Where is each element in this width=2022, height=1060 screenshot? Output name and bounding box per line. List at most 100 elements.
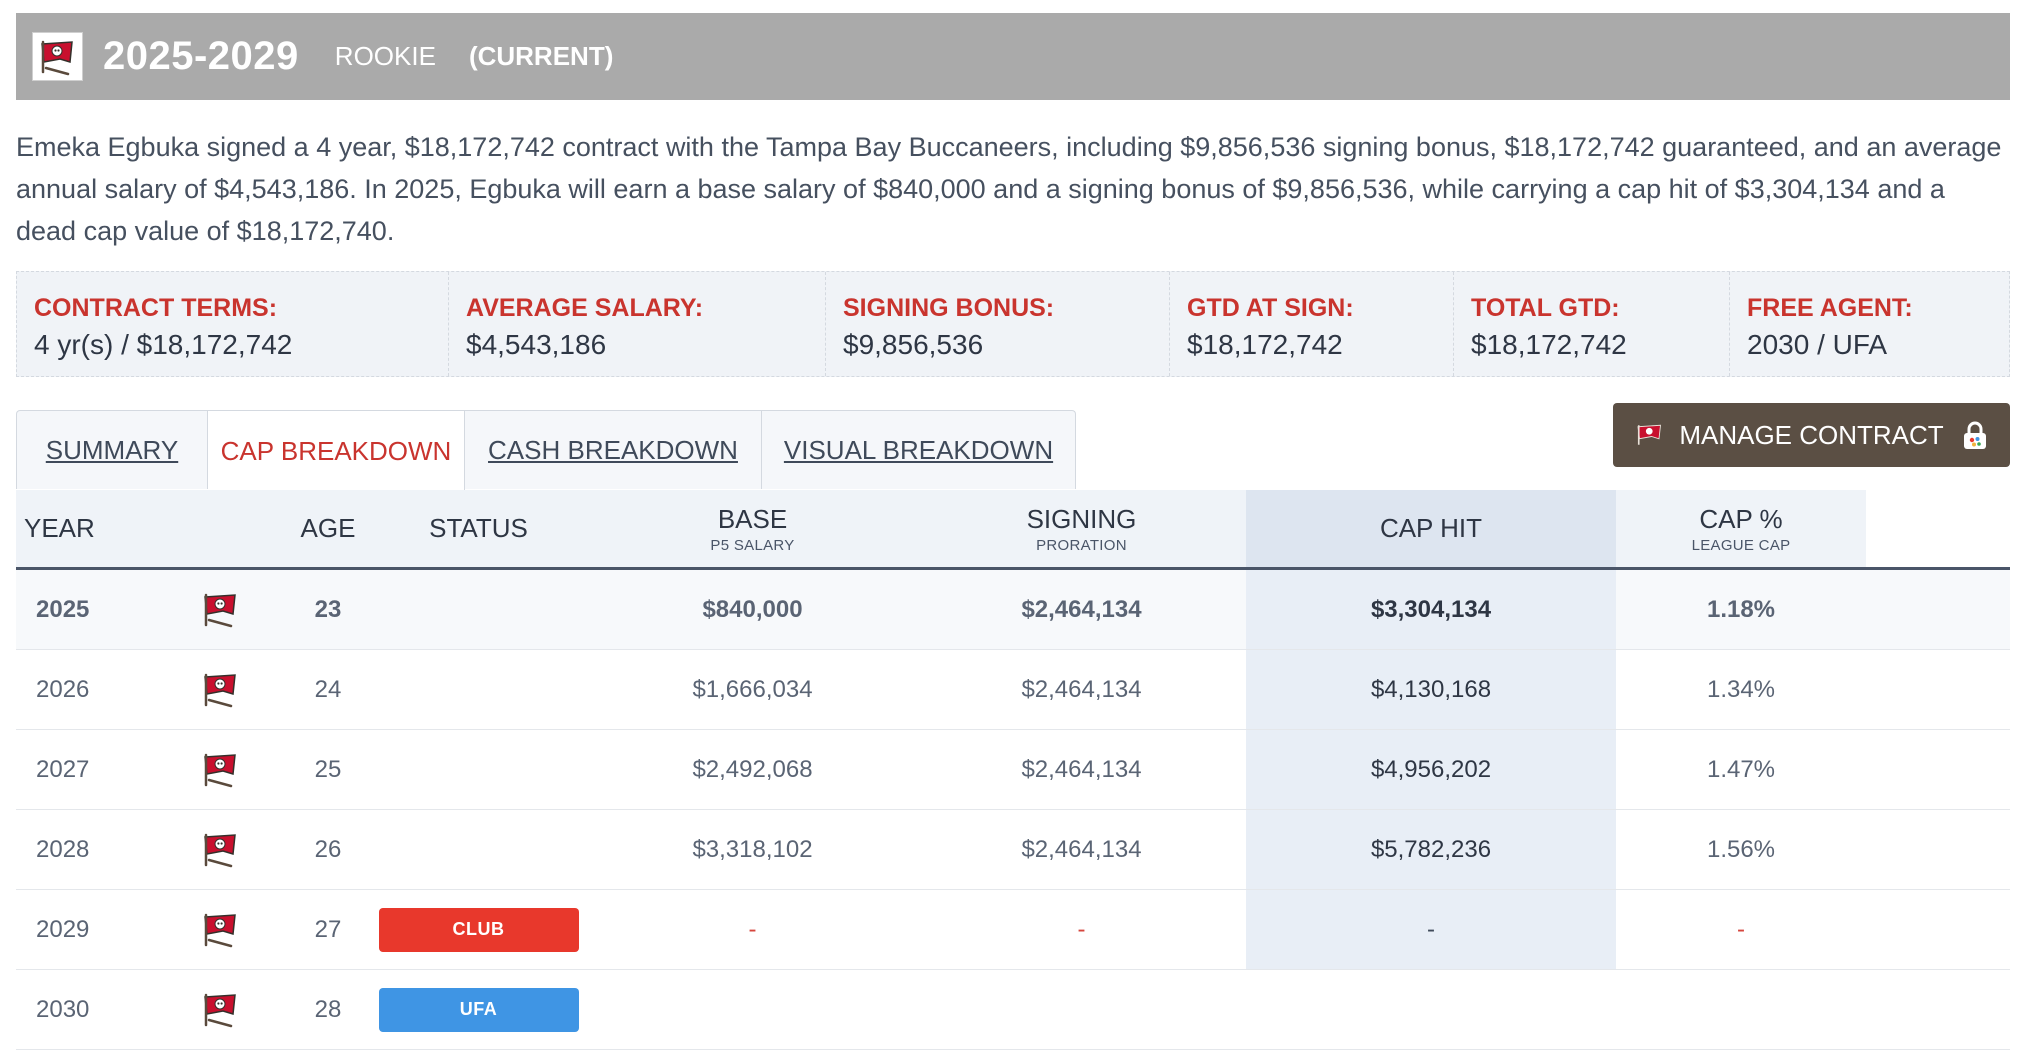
row-spacer bbox=[1866, 890, 2010, 969]
contract-years: 2025-2029 bbox=[103, 34, 299, 78]
term-gtd-at-sign: GTD AT SIGN: $18,172,742 bbox=[1170, 272, 1454, 376]
col-signing-sub: PRORATION bbox=[1036, 536, 1127, 554]
signing-proration-cell: - bbox=[1077, 915, 1086, 943]
term-label: CONTRACT TERMS: bbox=[34, 294, 278, 322]
manage-contract-label: MANAGE CONTRACT bbox=[1679, 419, 1944, 450]
term-label: FREE AGENT: bbox=[1747, 294, 1913, 322]
term-value: 2030 / UFA bbox=[1747, 329, 1888, 360]
year-cell: 2028 bbox=[36, 835, 90, 863]
table-body: 2025 23 $840,000 $2,464,134 $3,304,134 1.18% 2… bbox=[16, 570, 2010, 1050]
status-badge: CLUB bbox=[378, 907, 579, 952]
age-cell: 24 bbox=[314, 675, 342, 703]
term-value: $4,543,186 bbox=[466, 329, 607, 360]
col-base-sub: P5 SALARY bbox=[710, 536, 795, 554]
col-team bbox=[166, 490, 287, 567]
tab-cap-breakdown[interactable]: CAP BREAKDOWN bbox=[208, 411, 465, 491]
status-badge: UFA bbox=[378, 987, 579, 1032]
status-cell: CLUB bbox=[369, 890, 588, 969]
table-row: 2027 25 $2,492,068 $2,464,134 $4,956,202 1.47… bbox=[16, 730, 2010, 810]
buccaneers-flag-icon bbox=[166, 650, 287, 729]
status-cell bbox=[369, 570, 588, 649]
col-status: STATUS bbox=[429, 513, 528, 543]
term-label: TOTAL GTD: bbox=[1471, 294, 1620, 322]
age-cell: 23 bbox=[314, 595, 342, 623]
age-cell: 26 bbox=[314, 835, 342, 863]
base-salary-cell: $3,318,102 bbox=[692, 835, 813, 863]
base-salary-cell: $840,000 bbox=[702, 595, 803, 623]
age-cell: 25 bbox=[314, 755, 342, 783]
row-spacer bbox=[1866, 970, 2010, 1049]
table-row: 2026 24 $1,666,034 $2,464,134 $4,130,168 1.34… bbox=[16, 650, 2010, 730]
tab-visual-breakdown[interactable]: VISUAL BREAKDOWN bbox=[783, 434, 1054, 465]
status-cell bbox=[369, 810, 588, 889]
cap-hit-cell: $4,130,168 bbox=[1246, 650, 1616, 729]
year-cell: 2030 bbox=[36, 995, 90, 1023]
cap-pct-cell: 1.56% bbox=[1706, 835, 1776, 863]
cap-pct-cell: - bbox=[1737, 915, 1745, 943]
col-base: BASE P5 SALARY bbox=[588, 490, 917, 567]
signing-proration-cell: $2,464,134 bbox=[1021, 675, 1142, 703]
term-value: $18,172,742 bbox=[1187, 329, 1343, 360]
contract-panel: 2025-2029 ROOKIE (CURRENT) Emeka Egbuka … bbox=[16, 13, 2010, 1050]
term-value: 4 yr(s) / $18,172,742 bbox=[34, 329, 293, 360]
col-base-label: BASE bbox=[717, 503, 788, 534]
table-header: YEAR AGE STATUS BASE P5 SALARY SIGNING P… bbox=[16, 490, 2010, 570]
base-salary-cell: $2,492,068 bbox=[692, 755, 813, 783]
buccaneers-flag-icon bbox=[166, 890, 287, 969]
contract-type: ROOKIE bbox=[334, 41, 436, 71]
signing-proration-cell: $2,464,134 bbox=[1021, 595, 1142, 623]
term-total-gtd: TOTAL GTD: $18,172,742 bbox=[1454, 272, 1730, 376]
signing-proration-cell: $2,464,134 bbox=[1021, 835, 1142, 863]
tab-summary[interactable]: SUMMARY bbox=[17, 411, 208, 489]
term-signing-bonus: SIGNING BONUS: $9,856,536 bbox=[826, 272, 1170, 376]
buccaneers-flag-icon bbox=[166, 730, 287, 809]
age-cell: 28 bbox=[314, 995, 342, 1023]
col-year: YEAR bbox=[24, 513, 95, 543]
cap-hit-cell: $3,304,134 bbox=[1246, 570, 1616, 649]
signing-proration-cell bbox=[917, 970, 1246, 1049]
cap-pct-cell: 1.47% bbox=[1706, 755, 1776, 783]
row-spacer bbox=[1866, 570, 2010, 649]
cap-hit-cell: $4,956,202 bbox=[1246, 730, 1616, 809]
buccaneers-flag-icon bbox=[166, 570, 287, 649]
contract-status: (CURRENT) bbox=[468, 41, 614, 71]
base-salary-cell bbox=[588, 970, 917, 1049]
tabs-row: SUMMARY CAP BREAKDOWN CASH BREAKDOWN VIS… bbox=[16, 403, 2010, 491]
term-value: $9,856,536 bbox=[843, 329, 984, 360]
col-spacer bbox=[1866, 490, 2010, 567]
breakdown-tabs: SUMMARY CAP BREAKDOWN CASH BREAKDOWN VIS… bbox=[16, 410, 1076, 491]
col-cap-pct: CAP % LEAGUE CAP bbox=[1616, 490, 1866, 567]
buccaneers-flag-icon bbox=[1637, 424, 1662, 445]
year-cell: 2025 bbox=[36, 595, 90, 623]
term-label: AVERAGE SALARY: bbox=[466, 294, 704, 322]
term-contract-terms: CONTRACT TERMS: 4 yr(s) / $18,172,742 bbox=[17, 272, 449, 376]
col-cap-hit: CAP HIT bbox=[1246, 490, 1616, 567]
year-cell: 2026 bbox=[36, 675, 90, 703]
tab-cash-breakdown[interactable]: CASH BREAKDOWN bbox=[465, 411, 762, 489]
col-cap-pct-label: CAP % bbox=[1699, 503, 1783, 534]
manage-contract-button[interactable]: MANAGE CONTRACT bbox=[1613, 403, 2010, 467]
table-row: 2025 23 $840,000 $2,464,134 $3,304,134 1.18% bbox=[16, 570, 2010, 650]
status-cell bbox=[369, 730, 588, 809]
cap-pct-cell: 1.34% bbox=[1706, 675, 1776, 703]
contract-header: 2025-2029 ROOKIE (CURRENT) bbox=[16, 13, 2010, 100]
col-cap-pct-sub: LEAGUE CAP bbox=[1691, 536, 1791, 554]
col-age: AGE bbox=[300, 513, 356, 543]
year-cell: 2027 bbox=[36, 755, 90, 783]
cap-hit-cell: - bbox=[1246, 890, 1616, 969]
term-average-salary: AVERAGE SALARY: $4,543,186 bbox=[449, 272, 826, 376]
cap-pct-cell bbox=[1616, 970, 1866, 1049]
signing-proration-cell: $2,464,134 bbox=[1021, 755, 1142, 783]
buccaneers-flag-logo bbox=[32, 32, 83, 81]
term-label: GTD AT SIGN: bbox=[1187, 294, 1354, 322]
table-row: 2028 26 $3,318,102 $2,464,134 $5,782,236 1.56… bbox=[16, 810, 2010, 890]
cap-hit-cell: $5,782,236 bbox=[1246, 810, 1616, 889]
buccaneers-flag-icon bbox=[166, 970, 287, 1049]
term-value: $18,172,742 bbox=[1471, 329, 1627, 360]
row-spacer bbox=[1866, 730, 2010, 809]
base-salary-cell: - bbox=[748, 915, 757, 943]
status-cell bbox=[369, 650, 588, 729]
cap-hit-cell bbox=[1246, 970, 1616, 1049]
row-spacer bbox=[1866, 650, 2010, 729]
col-signing-label: SIGNING bbox=[1026, 503, 1137, 534]
